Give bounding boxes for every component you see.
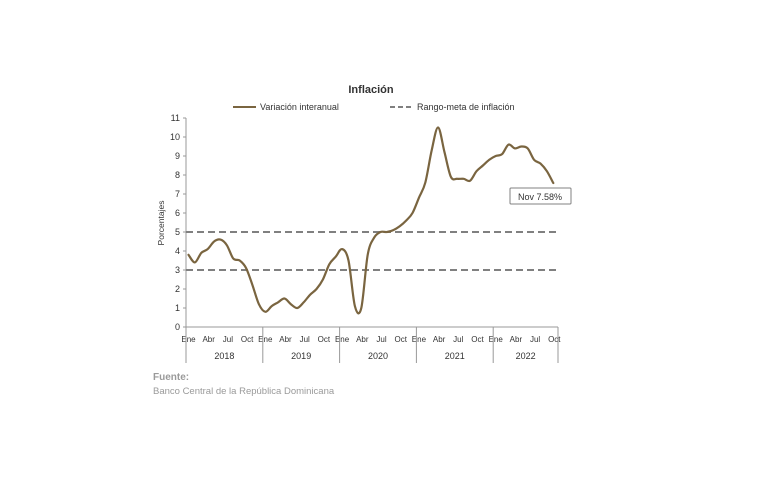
y-tick-label: 6 bbox=[175, 208, 180, 218]
x-tick-label: Ene bbox=[181, 335, 196, 344]
y-tick-label: 8 bbox=[175, 170, 180, 180]
chart-title: Inflación bbox=[348, 84, 394, 96]
x-tick-label: Oct bbox=[548, 335, 561, 344]
annotation-text: Nov 7.58% bbox=[518, 192, 562, 202]
source-label: Fuente: bbox=[153, 372, 190, 383]
y-tick-label: 3 bbox=[175, 265, 180, 275]
x-tick-label: Jul bbox=[223, 335, 233, 344]
y-tick-label: 11 bbox=[171, 113, 180, 123]
x-tick-label: Jul bbox=[376, 335, 386, 344]
x-tick-label: Jul bbox=[453, 335, 463, 344]
annotation-box bbox=[509, 187, 572, 205]
year-label: 2018 bbox=[214, 351, 234, 361]
y-tick-label: 1 bbox=[175, 303, 180, 313]
series-line-variacion bbox=[187, 126, 555, 315]
year-label: 2020 bbox=[368, 351, 388, 361]
x-tick-label: Oct bbox=[394, 335, 407, 344]
x-tick-label: Oct bbox=[471, 335, 484, 344]
legend-label-variacion: Variación interanual bbox=[260, 102, 339, 112]
year-label: 2021 bbox=[445, 351, 465, 361]
x-tick-label: Oct bbox=[318, 335, 331, 344]
source-text: Banco Central de la República Dominicana bbox=[153, 386, 335, 397]
y-tick-label: 5 bbox=[175, 227, 180, 237]
x-tick-label: Jul bbox=[300, 335, 310, 344]
legend-label-rango: Rango-meta de inflación bbox=[417, 102, 515, 112]
x-tick-label: Ene bbox=[335, 335, 350, 344]
y-tick-label: 10 bbox=[170, 132, 180, 142]
x-tick-label: Abr bbox=[279, 335, 292, 344]
x-tick-label: Abr bbox=[433, 335, 446, 344]
annotation-callout: Nov 7.58% bbox=[509, 187, 572, 205]
x-tick-label: Oct bbox=[241, 335, 254, 344]
source-note: Fuente: Banco Central de la República Do… bbox=[153, 372, 334, 397]
x-tick-label: Jul bbox=[530, 335, 540, 344]
x-tick-label: Ene bbox=[412, 335, 427, 344]
year-label: 2019 bbox=[291, 351, 311, 361]
y-tick-label: 4 bbox=[175, 246, 180, 256]
x-tick-label: Abr bbox=[356, 335, 369, 344]
x-tick-label: Ene bbox=[489, 335, 504, 344]
y-tick-label: 0 bbox=[175, 322, 180, 332]
year-label: 2022 bbox=[516, 351, 536, 361]
x-tick-label: Ene bbox=[258, 335, 273, 344]
x-tick-label: Abr bbox=[202, 335, 215, 344]
y-axis-label: Porcentajes bbox=[156, 201, 166, 246]
y-tick-label: 2 bbox=[175, 284, 180, 294]
legend: Variación interanual Rango-meta de infla… bbox=[233, 102, 515, 112]
y-tick-label: 7 bbox=[175, 189, 180, 199]
y-tick-label: 9 bbox=[175, 151, 180, 161]
x-tick-label: Abr bbox=[510, 335, 523, 344]
plot-area: 0 1 2 3 4 5 6 7 8 9 10 11 Ene Abr Jul Oct Ene Abr Jul Oct En… bbox=[170, 113, 561, 363]
